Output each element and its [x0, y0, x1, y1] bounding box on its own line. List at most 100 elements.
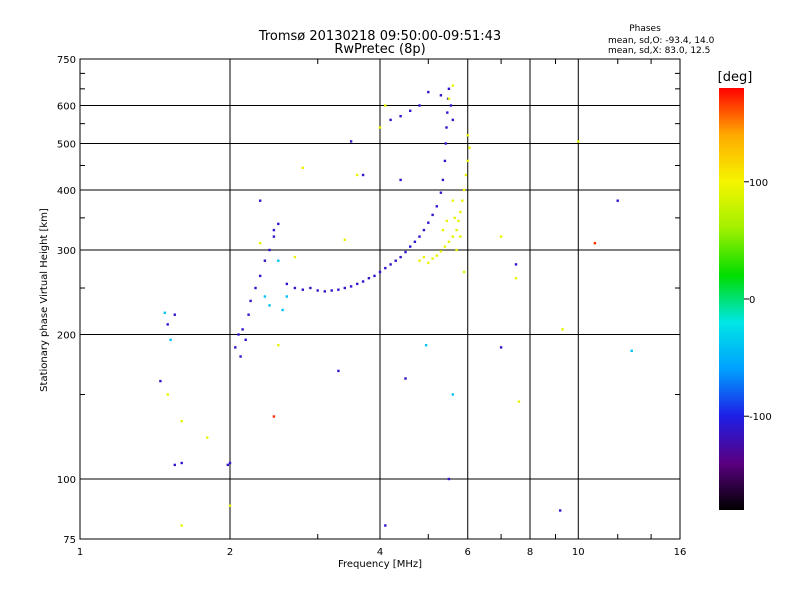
- data-point: [451, 235, 454, 238]
- y-tick-label: 600: [57, 102, 76, 113]
- data-point: [462, 270, 466, 274]
- data-point: [316, 289, 319, 292]
- data-point: [447, 87, 451, 90]
- data-point: [453, 216, 456, 220]
- y-axis-label: Stationary phase Virtual Height [km]: [39, 208, 50, 392]
- data-point: [439, 94, 443, 97]
- data-point: [559, 509, 562, 512]
- data-point: [166, 323, 169, 326]
- data-point: [373, 274, 376, 278]
- data-point: [244, 338, 247, 341]
- data-point: [384, 266, 387, 270]
- x-tick-label: 1: [77, 547, 83, 558]
- data-point: [384, 524, 387, 527]
- data-point: [263, 295, 267, 298]
- y-tick-label: 500: [57, 140, 76, 151]
- data-point: [464, 173, 468, 177]
- data-point: [630, 349, 633, 352]
- x-tick-label: 2: [227, 547, 233, 558]
- data-point: [445, 126, 448, 129]
- data-point: [277, 344, 280, 347]
- data-point: [499, 235, 503, 238]
- colorbar: [719, 88, 744, 510]
- data-point: [272, 228, 276, 232]
- grid-lines: [80, 59, 680, 539]
- data-point: [616, 199, 619, 202]
- x-tick-label: 6: [465, 547, 471, 558]
- data-point: [237, 333, 240, 336]
- data-point: [399, 178, 402, 182]
- data-point: [418, 259, 421, 262]
- data-point: [309, 286, 312, 290]
- y-tick-label: 400: [57, 186, 76, 197]
- data-point: [577, 140, 580, 143]
- data-point: [234, 346, 237, 349]
- stats-o-mode: mean, sd,O: -93.4, 14.0: [608, 36, 715, 46]
- data-point: [394, 259, 397, 262]
- data-point: [384, 104, 387, 107]
- data-point: [446, 111, 449, 114]
- data-point: [447, 97, 451, 100]
- data-point: [468, 146, 471, 149]
- data-point: [301, 288, 304, 291]
- data-point: [367, 277, 371, 280]
- data-point: [404, 250, 407, 254]
- data-point: [226, 463, 229, 467]
- x-tick-label: 16: [674, 547, 687, 558]
- data-point: [514, 263, 518, 266]
- chart-subtitle: RwPretec (8p): [334, 42, 425, 57]
- x-axis-ticks: 1 2 4 6 8 10 16: [77, 59, 687, 558]
- data-point: [427, 221, 430, 224]
- data-point: [356, 282, 359, 286]
- data-point: [447, 240, 451, 243]
- data-point: [424, 344, 428, 347]
- data-point: [422, 255, 426, 259]
- data-point: [443, 245, 447, 248]
- data-point: [241, 328, 244, 331]
- x-axis-label: Frequency [MHz]: [338, 559, 422, 570]
- data-point: [441, 178, 445, 182]
- data-point: [427, 261, 430, 265]
- colorbar-ticks: 100 0 -100: [744, 178, 772, 423]
- data-point: [427, 90, 430, 94]
- data-point: [323, 290, 326, 293]
- data-point: [462, 188, 466, 192]
- data-point: [399, 115, 402, 118]
- data-point: [422, 228, 426, 232]
- data-point: [349, 140, 353, 143]
- data-point: [418, 235, 421, 238]
- data-point: [330, 289, 333, 292]
- x-tick-label: 4: [377, 547, 383, 558]
- x-tick-label: 8: [527, 547, 533, 558]
- data-point: [337, 369, 340, 373]
- data-point: [361, 173, 365, 177]
- data-point: [514, 277, 518, 280]
- data-point: [435, 254, 438, 257]
- data-point: [593, 242, 597, 245]
- data-point: [389, 118, 392, 122]
- data-point: [180, 461, 183, 465]
- data-point: [272, 415, 276, 418]
- data-point: [389, 263, 392, 266]
- data-point: [268, 248, 271, 252]
- data-point: [337, 288, 340, 291]
- data-point: [378, 126, 382, 129]
- data-point: [293, 286, 297, 290]
- data-point: [254, 286, 257, 290]
- y-tick-label: 100: [57, 475, 76, 486]
- data-point: [445, 219, 449, 223]
- data-point: [285, 282, 288, 286]
- data-point: [439, 191, 443, 194]
- data-point: [228, 504, 232, 507]
- data-point: [466, 134, 469, 137]
- data-point: [451, 118, 454, 122]
- y-tick-label: 200: [57, 331, 76, 342]
- data-point: [457, 219, 460, 223]
- chart-title: Tromsø 20130218 09:50:00-09:51:43: [258, 29, 501, 44]
- data-point: [343, 238, 346, 241]
- data-point: [259, 242, 262, 245]
- data-point: [451, 84, 454, 87]
- data-point: [169, 338, 172, 341]
- data-point: [431, 257, 434, 260]
